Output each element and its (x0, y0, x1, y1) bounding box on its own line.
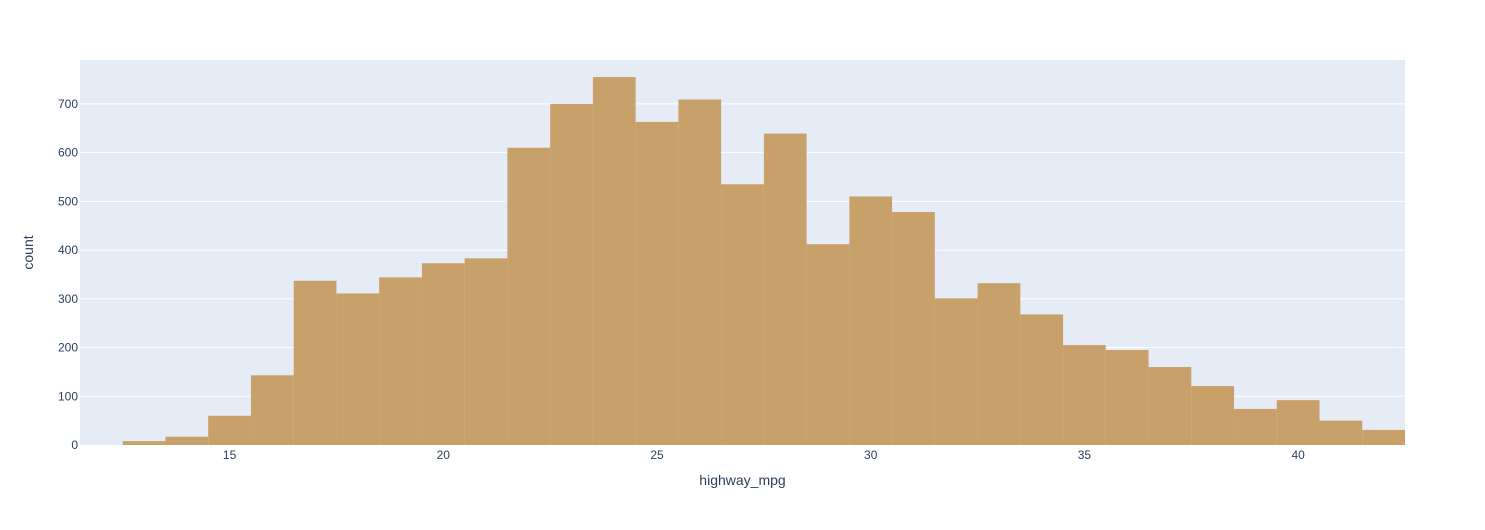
histogram-bar (849, 196, 893, 445)
histogram-bar (1105, 349, 1149, 445)
x-tick-label: 30 (864, 448, 878, 462)
histogram-bar (763, 133, 807, 445)
x-tick-label: 40 (1291, 448, 1305, 462)
x-tick-label: 35 (1078, 448, 1092, 462)
histogram-bar (1148, 367, 1192, 445)
y-tick-label: 500 (58, 194, 78, 208)
histogram-bar (550, 103, 593, 446)
histogram-bar (1319, 420, 1363, 445)
histogram-bar (1276, 400, 1320, 445)
histogram-bar (421, 263, 465, 445)
histogram-bar (1362, 429, 1405, 445)
histogram-bar (250, 375, 294, 445)
histogram-bar (1063, 345, 1106, 445)
y-tick-label: 700 (58, 97, 78, 111)
histogram-bar (464, 258, 508, 445)
histogram-bar (1191, 386, 1235, 445)
histogram-bar (336, 293, 380, 445)
histogram-bar (208, 415, 251, 445)
y-tick-label: 200 (58, 341, 78, 355)
x-tick-label: 15 (223, 448, 237, 462)
y-tick-label: 600 (58, 146, 78, 160)
histogram-bar (165, 436, 209, 445)
x-tick-label: 20 (437, 448, 451, 462)
histogram-bar (122, 441, 166, 445)
histogram-bar (1020, 314, 1064, 445)
x-axis-ticks: 15 20 25 30 35 40 (223, 448, 1305, 462)
histogram-bar (892, 212, 935, 445)
bars (122, 77, 1405, 446)
x-tick-label: 25 (650, 448, 664, 462)
y-axis-title: count (20, 235, 36, 269)
y-tick-label: 400 (58, 243, 78, 257)
histogram-bar (507, 147, 551, 446)
histogram-bar (635, 121, 679, 446)
y-axis-ticks: 0 100 200 300 400 500 600 700 (58, 97, 78, 452)
y-tick-label: 0 (71, 438, 78, 452)
histogram-bar (678, 99, 722, 446)
x-axis-title: highway_mpg (699, 472, 785, 488)
histogram-bar (806, 244, 850, 445)
y-tick-label: 300 (58, 292, 78, 306)
histogram-bar (977, 283, 1021, 445)
histogram-bar (721, 184, 764, 445)
y-tick-label: 100 (58, 389, 78, 403)
histogram-bar (379, 277, 422, 445)
histogram-bar (293, 280, 337, 445)
histogram-bar (592, 77, 636, 446)
histogram-bar (934, 298, 978, 445)
histogram-bar (1234, 408, 1277, 445)
